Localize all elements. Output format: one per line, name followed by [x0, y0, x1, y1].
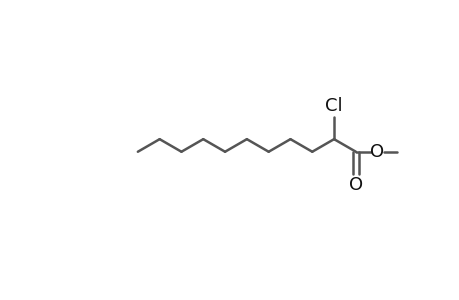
Text: Cl: Cl	[325, 97, 342, 115]
Text: O: O	[348, 176, 362, 194]
Text: O: O	[369, 143, 384, 161]
